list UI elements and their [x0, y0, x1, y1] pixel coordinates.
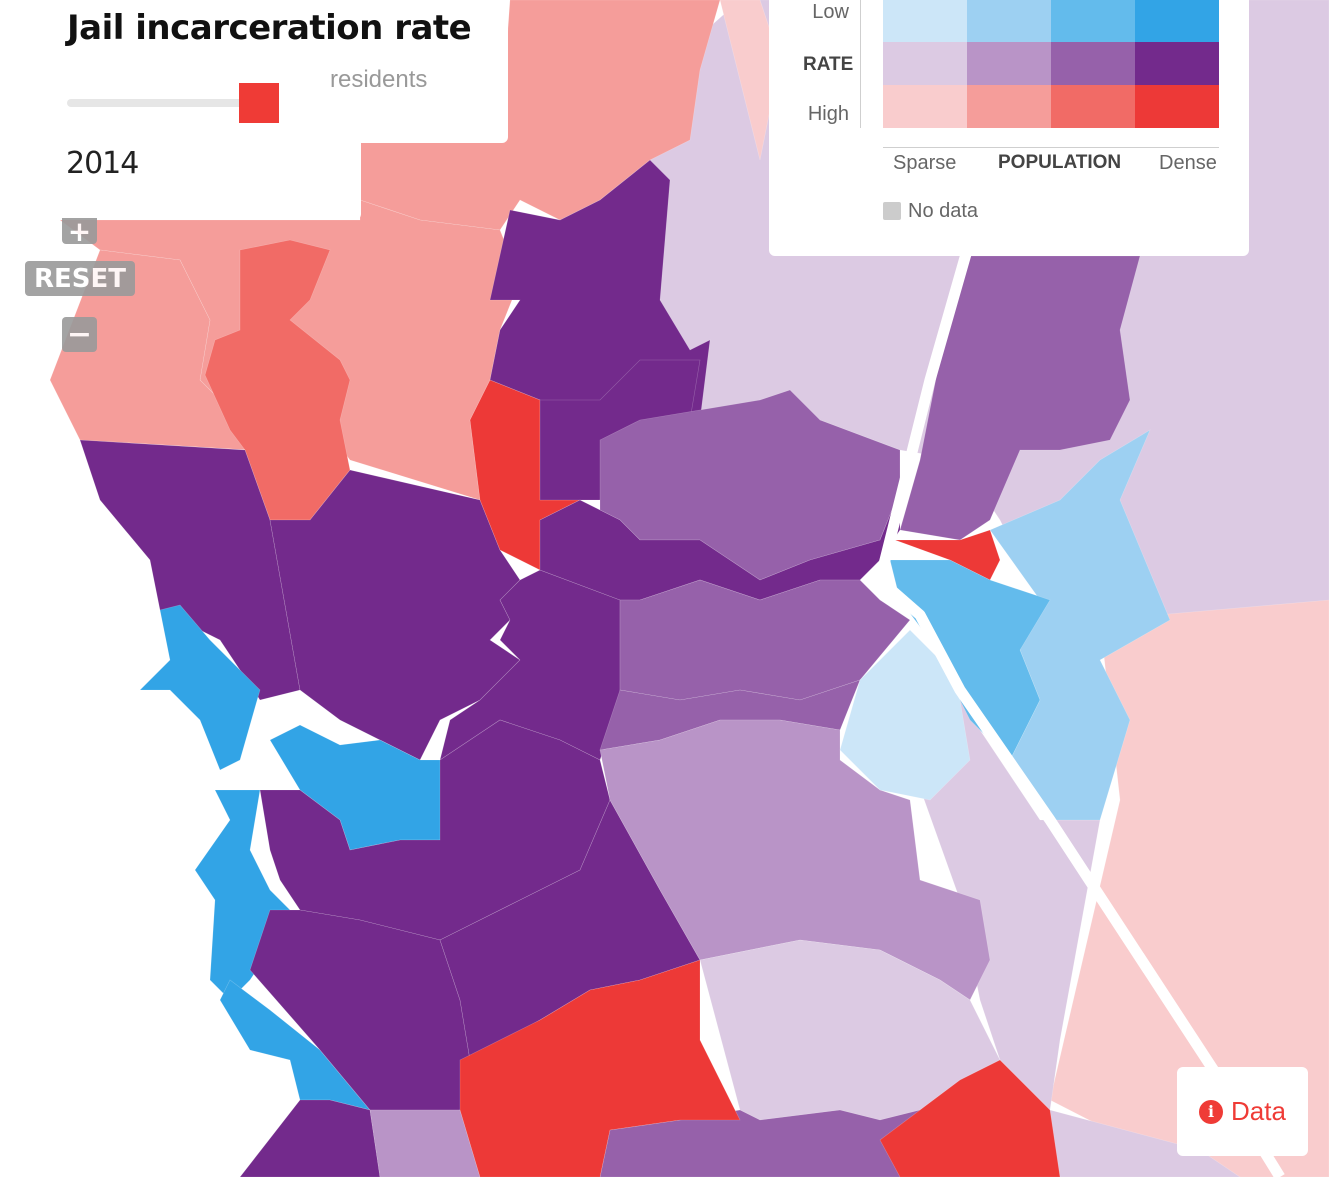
county-region[interactable] [269, 469, 521, 761]
legend-swatch [1051, 85, 1135, 128]
bivariate-legend: Low RATE High Sparse POPULATION Dense No… [769, 0, 1249, 256]
legend-swatch [967, 42, 1051, 85]
legend-no-data-label: No data [908, 200, 979, 222]
data-button-label: Data [1231, 1096, 1286, 1126]
county-region[interactable] [879, 1059, 1061, 1177]
county-region[interactable] [49, 249, 251, 451]
legend-swatch [883, 42, 967, 85]
legend-dense-label: Dense [1159, 152, 1217, 174]
title-card: Jail incarceration rate residents [0, 0, 508, 143]
legend-swatch [883, 0, 967, 42]
legend-sparse-label: Sparse [893, 152, 957, 174]
year-slider-handle[interactable] [239, 83, 279, 123]
legend-swatch [883, 85, 967, 128]
legend-low-label: Low [812, 1, 849, 23]
title-card-lower: 2014 [0, 143, 361, 220]
county-region[interactable] [239, 1099, 381, 1177]
info-icon: i [1199, 1099, 1224, 1124]
legend-high-label: High [807, 103, 849, 125]
legend-rate-axis [860, 0, 861, 128]
legend-swatch [967, 0, 1051, 42]
county-region[interactable] [619, 579, 911, 701]
county-region[interactable] [839, 629, 971, 801]
county-region[interactable] [899, 255, 1141, 541]
map-title: Jail incarceration rate [67, 8, 472, 48]
state-boundary-line [874, 238, 1285, 1177]
reset-button[interactable]: RESET [25, 261, 135, 296]
legend-swatch [1135, 85, 1219, 128]
legend-no-data-swatch [883, 202, 901, 220]
legend-swatch [1051, 0, 1135, 42]
legend-color-matrix [883, 0, 1219, 128]
data-button[interactable]: i Data [1177, 1067, 1308, 1156]
zoom-out-button[interactable]: − [62, 317, 97, 352]
legend-swatch [1135, 42, 1219, 85]
county-region[interactable] [249, 909, 471, 1111]
legend-swatch [1051, 42, 1135, 85]
legend-population-axis [883, 147, 1219, 148]
zoom-in-button[interactable]: + [62, 215, 97, 248]
county-region[interactable] [459, 959, 741, 1177]
year-label: 2014 [66, 146, 139, 181]
legend-population-axis-label: POPULATION [998, 152, 1122, 173]
map-subtitle: residents [330, 66, 428, 93]
legend-swatch [1135, 0, 1219, 42]
county-region[interactable] [369, 1109, 481, 1177]
legend-rate-axis-label: RATE [803, 54, 854, 75]
county-region[interactable] [139, 604, 261, 771]
year-slider-track[interactable] [67, 99, 267, 107]
legend-swatch [967, 85, 1051, 128]
